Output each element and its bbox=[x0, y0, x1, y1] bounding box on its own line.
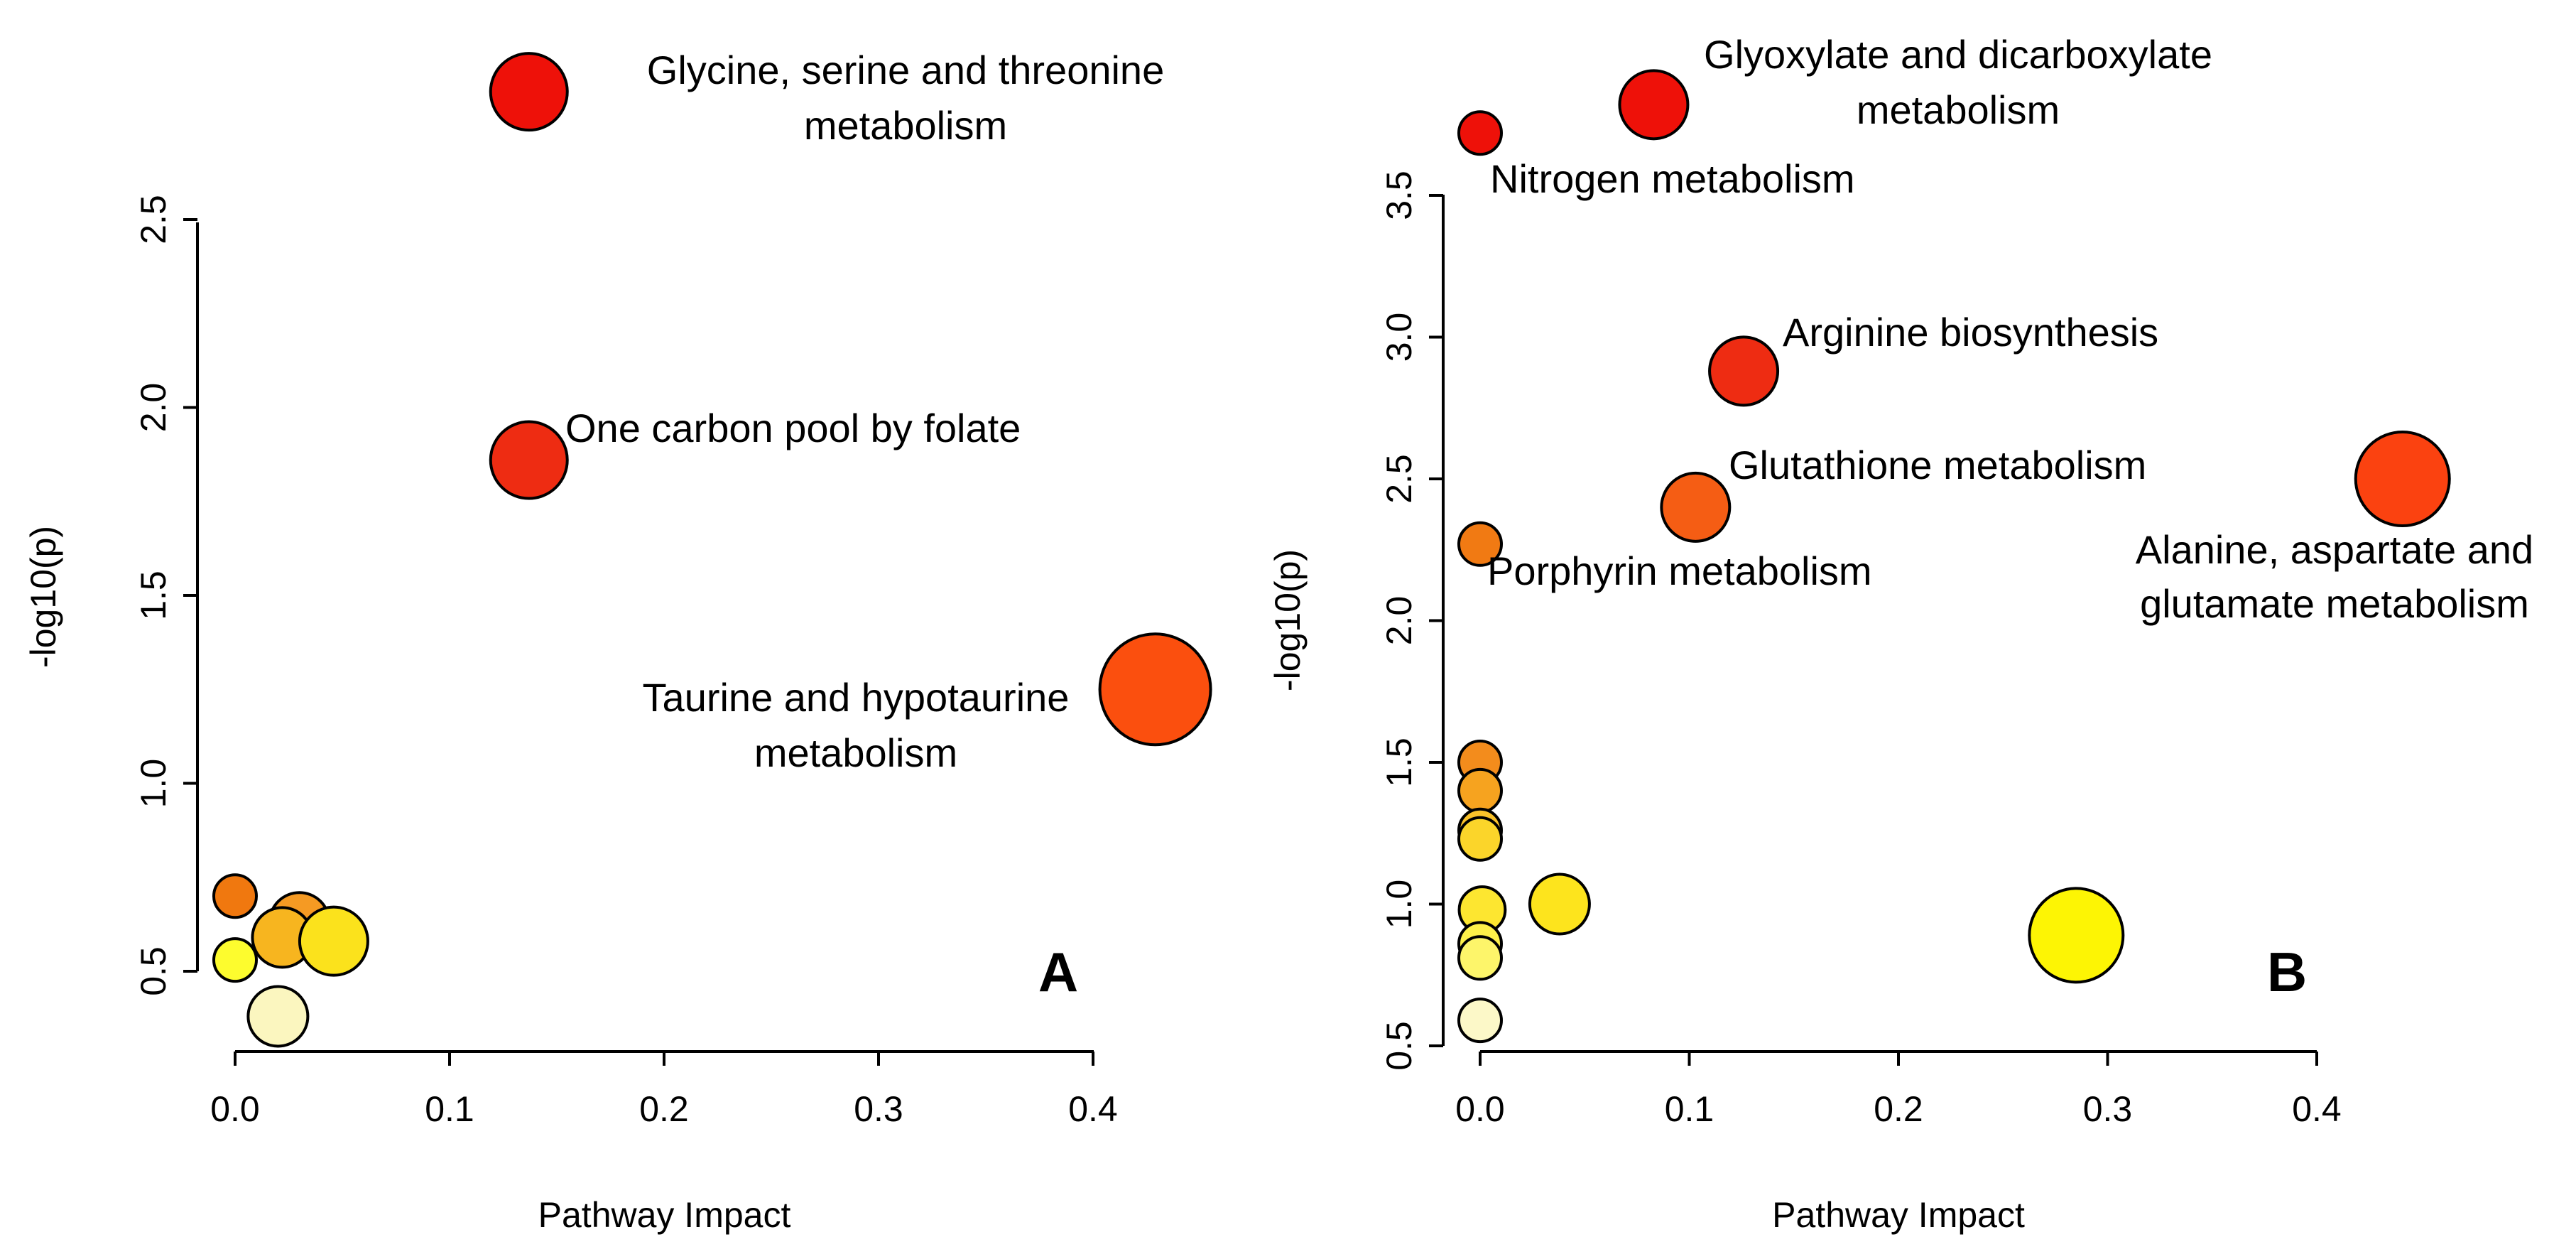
point-label-line: metabolism bbox=[804, 103, 1007, 148]
bubble-taurine-and-hypotaurine-metabolism bbox=[1098, 632, 1212, 747]
panel-b-letter: B bbox=[2267, 941, 2307, 1003]
point-label: Alanine, aspartate and glutamate metaboli… bbox=[2136, 527, 2533, 626]
point-label-line: Arginine biosynthesis bbox=[1783, 310, 2158, 355]
x-tick-label: 0.0 bbox=[210, 1089, 260, 1129]
x-tick-label: 0.3 bbox=[854, 1089, 903, 1129]
bubble-glyoxylate-and-dicarboxylate-metabolism bbox=[1618, 69, 1690, 141]
y-tick-label: 2.0 bbox=[134, 383, 173, 433]
bubble-arginine-biosynthesis bbox=[1708, 335, 1780, 407]
point-label: Taurine and hypotaurine metabolism bbox=[643, 675, 1070, 775]
bubble-nitrogen-metabolism bbox=[1457, 110, 1503, 156]
panel-b-y-axis: 0.5 1.0 1.5 2.0 2.5 3.0 3.5 bbox=[1379, 171, 1445, 1071]
bubble-glycine-serine-and-threonine-metabolism bbox=[489, 52, 569, 132]
bubble-point bbox=[212, 873, 258, 919]
x-tick-label: 0.1 bbox=[1665, 1089, 1714, 1129]
point-label-line: Nitrogen metabolism bbox=[1490, 156, 1855, 201]
x-tick-label: 0.2 bbox=[639, 1089, 689, 1129]
point-label: Arginine biosynthesis bbox=[1783, 310, 2158, 355]
bubble-point bbox=[1457, 935, 1503, 981]
bubble-alanine-aspartate-and-glutamate-metabolism bbox=[2354, 431, 2451, 527]
bubble-glutathione-metabolism bbox=[1660, 471, 1732, 543]
y-tick-label: 3.5 bbox=[1379, 171, 1419, 220]
panel-b-y-axis-title: -log10(p) bbox=[1268, 549, 1308, 691]
bubble-one-carbon-pool-by-folate bbox=[489, 420, 569, 500]
panel-b-x-axis-title: Pathway Impact bbox=[1772, 1195, 2025, 1235]
point-label: Glutathione metabolism bbox=[1729, 443, 2146, 487]
y-tick-label: 2.5 bbox=[1379, 454, 1419, 504]
bubble-point bbox=[2028, 887, 2125, 984]
point-label: Nitrogen metabolism bbox=[1490, 156, 1855, 201]
point-label: One carbon pool by folate bbox=[565, 406, 1021, 450]
panel-a-x-axis-title: Pathway Impact bbox=[538, 1195, 791, 1235]
y-tick-label: 2.0 bbox=[1379, 596, 1419, 646]
panel-a-x-axis: 0.0 0.1 0.2 0.3 0.4 bbox=[210, 1050, 1118, 1129]
bubble-point bbox=[1528, 872, 1591, 936]
point-label-line: Alanine, aspartate and bbox=[2136, 527, 2533, 572]
y-tick-label: 1.0 bbox=[134, 759, 173, 809]
point-label: Glyoxylate and dicarboxylate metabolism bbox=[1704, 32, 2212, 132]
y-tick-label: 2.5 bbox=[134, 195, 173, 244]
bubble-point bbox=[298, 905, 369, 977]
bubble-porphyrin-metabolism bbox=[1457, 521, 1503, 567]
y-tick-label: 0.5 bbox=[1379, 1021, 1419, 1071]
x-tick-label: 0.0 bbox=[1455, 1089, 1505, 1129]
panel-b-x-axis: 0.0 0.1 0.2 0.3 0.4 bbox=[1455, 1050, 2342, 1129]
bubble-point bbox=[246, 985, 310, 1048]
bubble-point bbox=[1457, 816, 1503, 862]
point-label-line: One carbon pool by folate bbox=[565, 406, 1021, 450]
bubble-point bbox=[212, 937, 258, 983]
point-label: Porphyrin metabolism bbox=[1487, 549, 1872, 593]
x-tick-label: 0.1 bbox=[425, 1089, 474, 1129]
y-tick-label: 1.5 bbox=[134, 571, 173, 620]
panel-a-y-axis-title: -log10(p) bbox=[23, 526, 63, 668]
x-tick-label: 0.4 bbox=[1068, 1089, 1118, 1129]
y-tick-label: 1.5 bbox=[1379, 737, 1419, 787]
panel-a-letter: A bbox=[1038, 941, 1078, 1003]
point-label-line: Glycine, serine and threonine bbox=[647, 48, 1164, 92]
x-tick-label: 0.4 bbox=[2292, 1089, 2342, 1129]
x-tick-label: 0.2 bbox=[1874, 1089, 1923, 1129]
panel-b-point-labels: Glyoxylate and dicarboxylate metabolismNi… bbox=[1487, 32, 2533, 626]
panel-a-points bbox=[212, 52, 1212, 1048]
x-tick-label: 0.3 bbox=[2083, 1089, 2133, 1129]
y-tick-label: 3.0 bbox=[1379, 313, 1419, 362]
point-label: Glycine, serine and threonine metabolism bbox=[647, 48, 1164, 148]
point-label-line: metabolism bbox=[1857, 87, 2060, 132]
panel-b-scatter: 0.0 0.1 0.2 0.3 0.4 0.5 1.0 1.5 2.0 2.5 3.0 3.5 Gl… bbox=[1268, 32, 2533, 1235]
point-label-line: Glyoxylate and dicarboxylate bbox=[1704, 32, 2212, 77]
point-label-line: Porphyrin metabolism bbox=[1487, 549, 1872, 593]
y-tick-label: 0.5 bbox=[134, 946, 173, 996]
point-label-line: Taurine and hypotaurine bbox=[643, 675, 1070, 720]
panel-a-point-labels: Glycine, serine and threonine metabolism O… bbox=[565, 48, 1164, 775]
bubble-point bbox=[1457, 767, 1503, 814]
point-label-line: glutamate metabolism bbox=[2140, 581, 2529, 626]
panel-b-points bbox=[1457, 69, 2451, 1044]
bubble-point bbox=[1457, 998, 1503, 1044]
panel-a-scatter: 0.0 0.1 0.2 0.3 0.4 0.5 1.0 1.5 2.0 2.5 Glycine,… bbox=[23, 48, 1212, 1235]
point-label-line: metabolism bbox=[754, 730, 957, 775]
y-tick-label: 1.0 bbox=[1379, 880, 1419, 929]
point-label-line: Glutathione metabolism bbox=[1729, 443, 2146, 487]
panel-a-y-axis: 0.5 1.0 1.5 2.0 2.5 bbox=[134, 195, 199, 996]
